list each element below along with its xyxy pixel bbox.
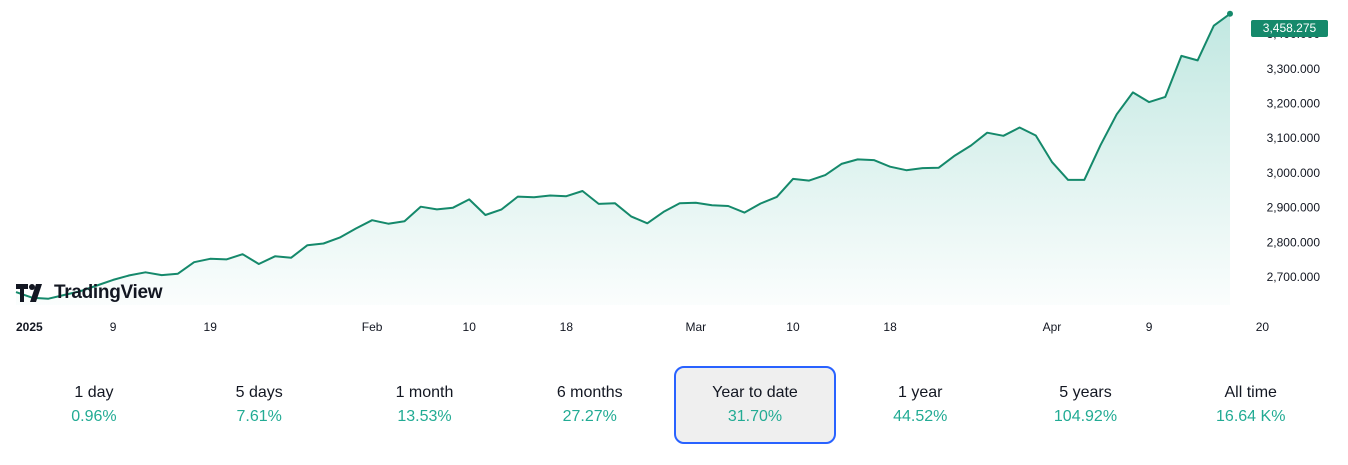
- range-change: 13.53%: [397, 408, 452, 425]
- tradingview-logo[interactable]: TradingView: [16, 282, 163, 304]
- tradingview-logo-icon: [16, 284, 42, 302]
- last-price-badge: 3,458.275: [1251, 20, 1328, 37]
- range-change: 7.61%: [236, 408, 282, 425]
- y-tick-label: 3,200.000: [1267, 97, 1321, 111]
- range-label: 5 years: [1059, 384, 1112, 401]
- range-all-time[interactable]: All time 16.64 K%: [1170, 366, 1332, 444]
- x-tick-label: 10: [786, 320, 800, 334]
- range-label: 1 year: [897, 384, 943, 401]
- tradingview-logo-text: TradingView: [54, 282, 163, 303]
- range-label: 1 month: [395, 384, 454, 401]
- x-tick-label: Apr: [1043, 320, 1062, 334]
- x-tick-label: 9: [1146, 320, 1153, 334]
- x-tick-label: 19: [204, 320, 218, 334]
- range-change: 16.64 K%: [1216, 408, 1286, 425]
- price-chart[interactable]: 2,700.000 2,800.000 2,900.000 3,000.000 3,10…: [0, 0, 1348, 345]
- range-1-day[interactable]: 1 day 0.96%: [13, 366, 175, 444]
- range-change: 0.96%: [71, 408, 117, 425]
- x-tick-label: 18: [560, 320, 574, 334]
- y-tick-label: 3,300.000: [1267, 62, 1321, 76]
- x-tick-label: 20: [1256, 320, 1270, 334]
- price-area-fill: [16, 13, 1230, 306]
- range-change: 27.27%: [562, 408, 617, 425]
- y-tick-label: 2,900.000: [1267, 201, 1321, 215]
- range-label: 5 days: [235, 384, 283, 401]
- range-label: Year to date: [712, 384, 798, 401]
- y-tick-label: 2,700.000: [1267, 270, 1321, 284]
- y-tick-label: 3,100.000: [1267, 131, 1321, 145]
- last-price-point: [1227, 10, 1233, 17]
- range-change: 44.52%: [893, 408, 948, 425]
- y-tick-label: 2,800.000: [1267, 235, 1321, 249]
- range-5-days[interactable]: 5 days 7.61%: [178, 366, 340, 444]
- time-range-selector: 1 day 0.96% 5 days 7.61% 1 month 13.53% 6 mont…: [13, 366, 1335, 446]
- range-label: 6 months: [556, 384, 623, 401]
- range-year-to-date[interactable]: Year to date 31.70%: [674, 366, 836, 444]
- range-label: 1 day: [74, 384, 114, 401]
- x-tick-label: 9: [110, 320, 117, 334]
- x-tick-label: 18: [883, 320, 897, 334]
- range-5-years[interactable]: 5 years 104.92%: [1005, 366, 1167, 444]
- range-change: 31.70%: [727, 408, 783, 425]
- range-change: 104.92%: [1053, 408, 1118, 425]
- chart-plot[interactable]: 2,700.000 2,800.000 2,900.000 3,000.000 3,10…: [0, 0, 1348, 345]
- range-6-months[interactable]: 6 months 27.27%: [509, 366, 671, 444]
- x-tick-label: 10: [463, 320, 477, 334]
- range-1-month[interactable]: 1 month 13.53%: [344, 366, 506, 444]
- x-tick-label: Mar: [686, 320, 707, 334]
- range-1-year[interactable]: 1 year 44.52%: [839, 366, 1001, 444]
- price-line[interactable]: [15, 12, 1231, 300]
- range-label: All time: [1224, 384, 1277, 401]
- x-tick-label: 2025: [16, 320, 43, 334]
- x-tick-label: Feb: [362, 320, 383, 334]
- y-tick-label: 3,000.000: [1267, 166, 1321, 180]
